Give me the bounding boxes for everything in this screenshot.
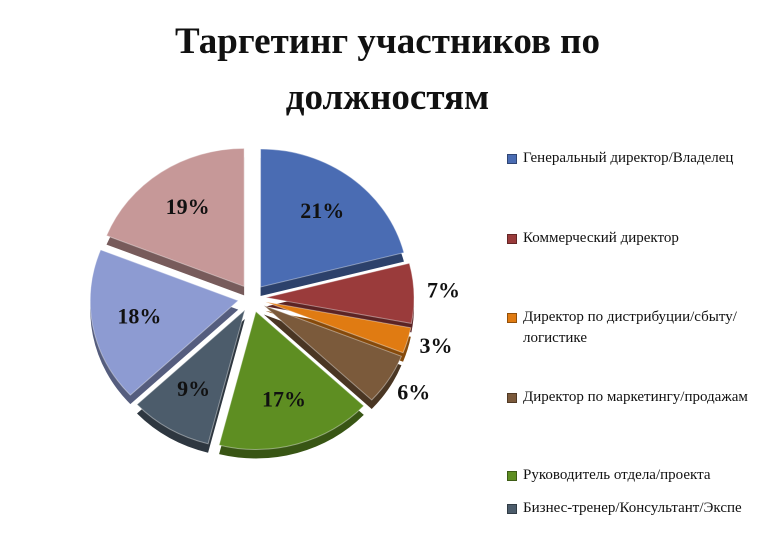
slice	[260, 148, 405, 288]
slice	[136, 308, 246, 445]
legend-entry: Бизнес-тренер/Консультант/Экспе	[507, 498, 755, 519]
data-label: 6%	[397, 379, 430, 404]
legend-entry: Руководитель отдела/проекта	[507, 465, 755, 486]
slice	[105, 147, 245, 288]
data-label: 21%	[300, 198, 344, 223]
data-label: 19%	[166, 194, 210, 219]
legend-label: Коммерческий директор	[523, 230, 679, 246]
data-label: 3%	[419, 333, 452, 358]
legend-marker	[507, 393, 517, 403]
legend-entry: Директор по дистрибуции/сбыту/логистике	[507, 307, 755, 349]
legend-label: Бизнес-тренер/Консультант/Экспе	[523, 500, 742, 516]
slice	[263, 305, 403, 401]
legend-label: Директор по маркетингу/продажам	[523, 389, 748, 405]
slice	[265, 301, 412, 354]
legend-marker	[507, 504, 517, 514]
legend-entry: Директор по маркетингу/продажам	[507, 387, 755, 408]
slice	[218, 310, 365, 450]
legend-marker	[507, 313, 517, 323]
data-label: 17%	[262, 387, 306, 412]
legend-marker	[507, 154, 517, 164]
legend-marker	[507, 234, 517, 244]
legend-label: Руководитель отдела/проекта	[523, 467, 711, 483]
data-label: 18%	[117, 303, 161, 328]
data-label: 9%	[177, 376, 210, 401]
legend-label: Директор по дистрибуции/сбыту/логистике	[523, 309, 737, 346]
slice	[89, 249, 240, 396]
chart-title: Таргетинг участников по должностям	[175, 21, 600, 118]
legend-marker	[507, 471, 517, 481]
legend-entry: Коммерческий директор	[507, 228, 755, 249]
legend-label: Генеральный директор/Владелец	[523, 150, 734, 166]
slice	[265, 262, 415, 324]
pie-area: 21% 7% 3% 6% 17% 9% 18% 19%	[89, 147, 460, 459]
data-label: 7%	[427, 277, 460, 302]
legend-entry: Генеральный директор/Владелец	[507, 148, 755, 169]
